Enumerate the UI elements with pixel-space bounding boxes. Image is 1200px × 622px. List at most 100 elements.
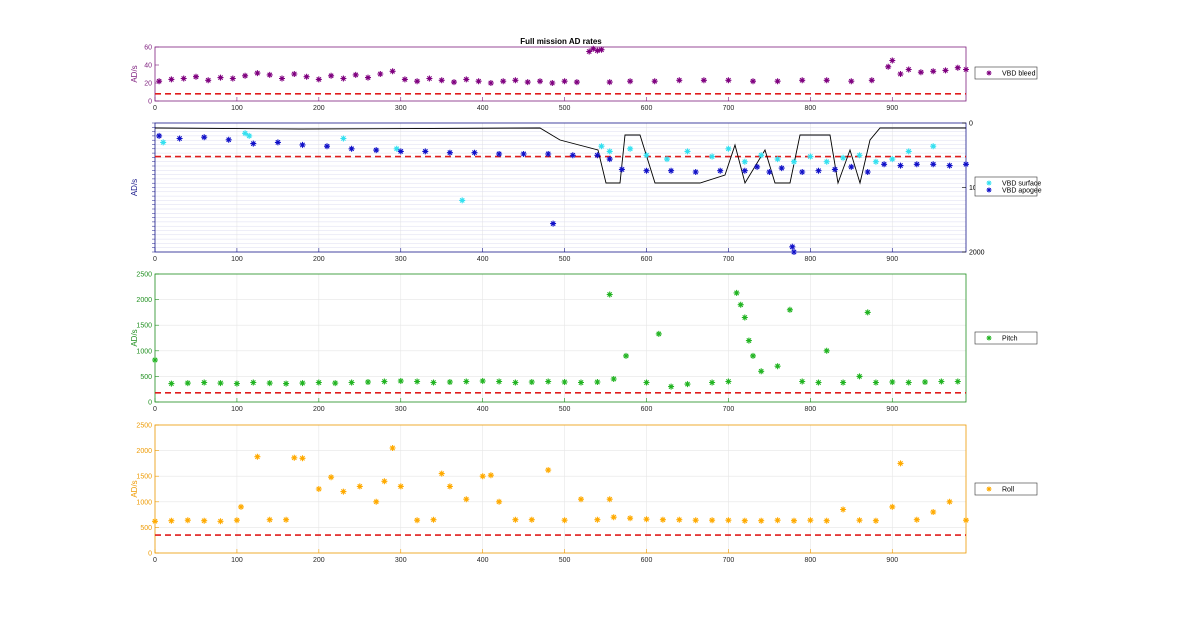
data-point (942, 67, 949, 74)
data-point (537, 78, 543, 85)
data-point (324, 143, 330, 150)
data-point (217, 518, 224, 525)
data-point (791, 249, 797, 255)
data-point (627, 78, 634, 85)
data-point (266, 516, 273, 523)
data-point (233, 380, 240, 387)
legend-label: VBD apogee (1002, 188, 1042, 195)
data-point (438, 77, 445, 84)
y-tick-label: 2000 (136, 448, 152, 455)
x-tick-label: 600 (641, 105, 653, 112)
x-tick-label: 300 (395, 105, 407, 112)
data-point (905, 66, 912, 73)
data-point (709, 517, 716, 524)
data-point (401, 76, 408, 83)
data-point (550, 220, 557, 227)
data-point (254, 453, 261, 460)
data-point (831, 166, 838, 173)
series-1 (152, 445, 969, 525)
data-point (463, 76, 470, 83)
y-tick-label: 2500 (136, 272, 152, 279)
x-tick-label: 800 (805, 105, 817, 112)
data-point (545, 151, 552, 157)
data-point (823, 517, 830, 524)
data-point (184, 380, 191, 387)
legend-box (974, 331, 1038, 345)
legend-label: Roll (1002, 487, 1015, 494)
data-point (561, 379, 568, 385)
data-point (946, 498, 953, 505)
data-point (676, 77, 683, 84)
x-tick-label: 400 (477, 406, 489, 413)
data-point (913, 161, 920, 168)
data-point (606, 79, 613, 86)
data-point (868, 77, 875, 84)
data-point (356, 483, 363, 490)
x-tick-label: 0 (153, 105, 157, 112)
data-point (217, 380, 224, 387)
x-tick-label: 900 (886, 256, 898, 263)
data-point (340, 135, 347, 142)
data-point (496, 498, 503, 505)
y-tick-label: 40 (144, 63, 152, 70)
data-point (676, 516, 683, 523)
data-point (815, 379, 822, 386)
data-point (725, 378, 732, 385)
y-tick-label: 20 (144, 81, 152, 88)
x-tick-label: 200 (313, 557, 325, 564)
data-point (348, 379, 355, 386)
data-point (963, 517, 969, 524)
x-tick-label: 700 (723, 256, 735, 263)
data-point (659, 516, 666, 523)
x-tick-label: 900 (886, 105, 898, 112)
data-point (786, 306, 793, 313)
legend-label: Pitch (1002, 336, 1018, 343)
data-point (500, 78, 507, 85)
legend: Roll (974, 482, 1038, 496)
data-point (750, 78, 756, 85)
data-point (889, 57, 896, 64)
figure-title: Full mission AD rates (520, 37, 602, 46)
x-tick-label: 500 (559, 256, 571, 263)
data-point (594, 516, 601, 523)
data-point (463, 496, 470, 503)
x-tick-label: 800 (805, 406, 817, 413)
data-point (352, 71, 359, 78)
data-point (651, 78, 658, 85)
x-tick-label: 400 (477, 105, 489, 112)
data-point (840, 379, 847, 386)
data-point (799, 378, 806, 385)
legend-marker (986, 70, 992, 76)
data-point (487, 472, 494, 479)
data-point (885, 63, 892, 70)
data-point (807, 517, 814, 524)
data-point (254, 70, 261, 77)
data-point (446, 483, 453, 490)
y-tick-label: 500 (140, 525, 152, 532)
data-point (684, 148, 691, 155)
data-point (373, 147, 380, 154)
data-point (299, 380, 306, 387)
data-point (430, 379, 437, 386)
data-point (193, 73, 199, 80)
data-point (872, 158, 879, 165)
data-point (778, 165, 785, 172)
data-point (815, 167, 822, 174)
data-point (266, 71, 273, 78)
data-point (668, 383, 675, 390)
data-point (643, 379, 650, 386)
data-point (168, 380, 175, 387)
data-point (315, 486, 322, 492)
data-point (446, 149, 453, 156)
x-tick-label: 100 (231, 557, 243, 564)
y-axis-label: AD/s (130, 329, 139, 346)
data-point (954, 378, 961, 385)
x-tick-label: 100 (231, 406, 243, 413)
chart-panel-4: 0 100 200 300 400 500 600 700 800 900 0 500 1000 1500… (130, 423, 1038, 564)
y-tick-label: 60 (144, 45, 152, 52)
data-point (365, 74, 371, 81)
data-point (152, 518, 158, 525)
data-point (283, 516, 290, 523)
data-point (528, 379, 535, 385)
